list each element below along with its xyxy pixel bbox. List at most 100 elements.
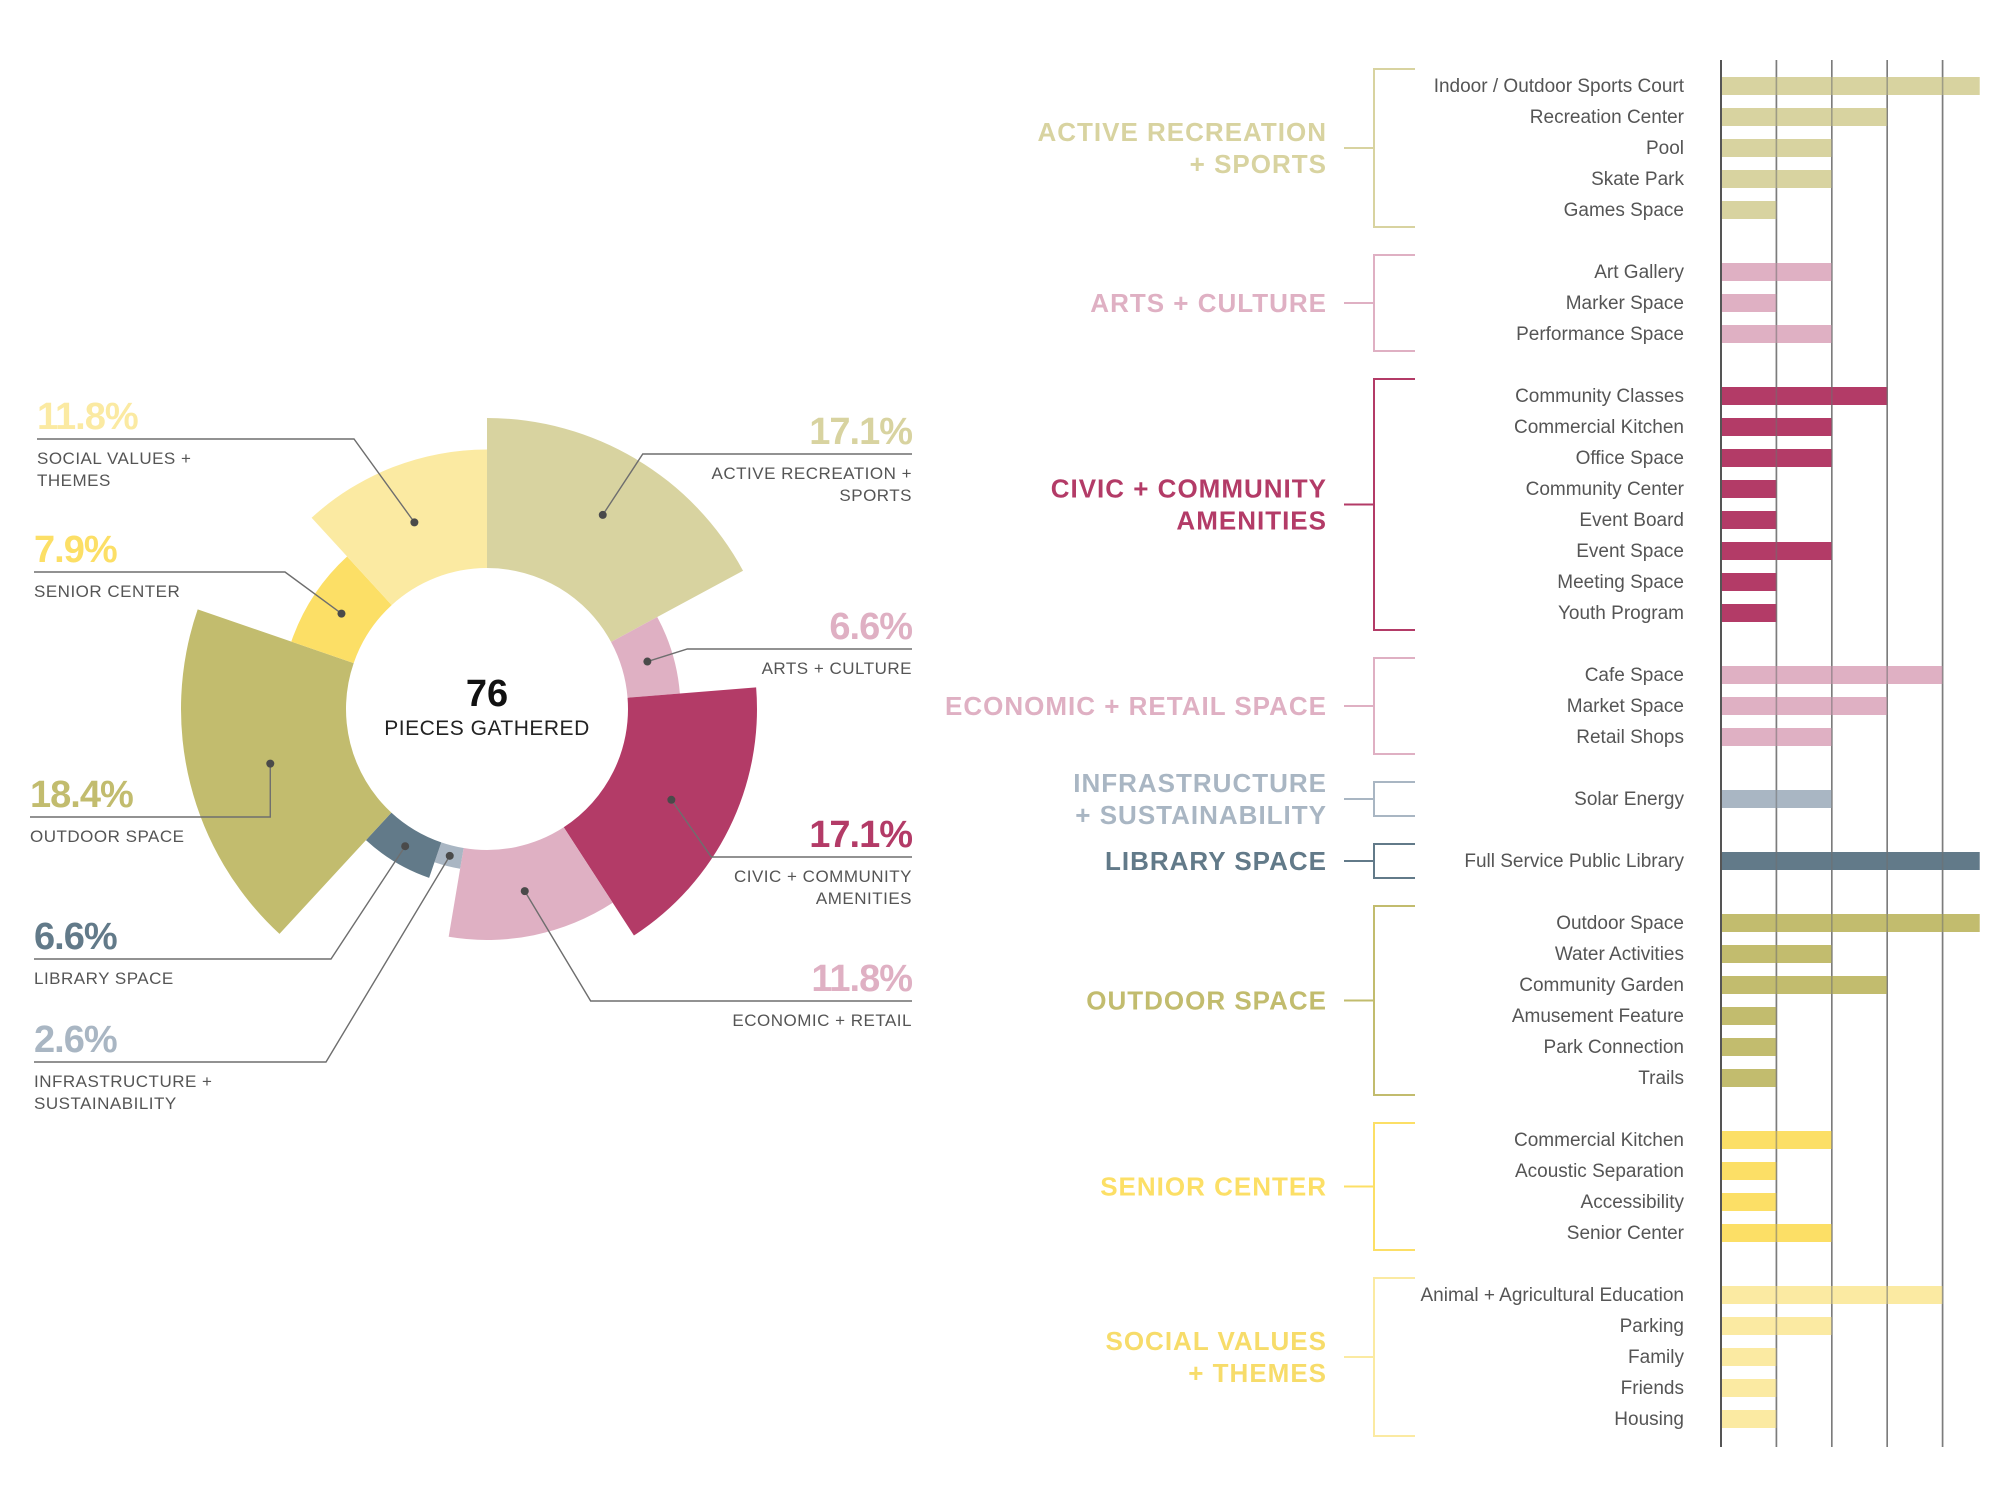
- bar-label: Event Space: [1576, 541, 1684, 562]
- bar-senior-2: [1721, 1193, 1777, 1211]
- callout-social: 11.8% SOCIAL VALUES + THEMES: [37, 396, 419, 527]
- slice-percent-economic: 11.8%: [811, 958, 912, 1000]
- bar-library-0: [1721, 852, 1980, 870]
- group-title-arts: ARTS + CULTURE: [1090, 288, 1327, 318]
- bar-label: Indoor / Outdoor Sports Court: [1434, 76, 1685, 97]
- bar-label: Community Garden: [1519, 975, 1684, 996]
- bar-outdoor-4: [1721, 1038, 1777, 1056]
- group-bracket-social: [1373, 1277, 1415, 1437]
- bar-label: Office Space: [1576, 448, 1684, 469]
- bar-label: Commercial Kitchen: [1514, 417, 1684, 438]
- slice-percent-civic: 17.1%: [809, 814, 912, 856]
- slice-label-active: SPORTS: [839, 486, 912, 505]
- bar-arts-1: [1721, 294, 1777, 312]
- leader-line-active: [602, 453, 912, 516]
- slice-label-library: LIBRARY SPACE: [34, 969, 174, 988]
- slice-percent-arts: 6.6%: [829, 606, 912, 648]
- grouped-bar-chart: Indoor / Outdoor Sports Court Recreation …: [945, 60, 1980, 1447]
- group-title-outdoor: OUTDOOR SPACE: [1086, 986, 1327, 1016]
- bar-label: Youth Program: [1558, 603, 1684, 624]
- bar-label: Trails: [1638, 1068, 1684, 1089]
- slice-percent-senior: 7.9%: [34, 529, 117, 571]
- bar-outdoor-2: [1721, 976, 1888, 994]
- leader-dot-social: [410, 518, 419, 527]
- callout-senior: 7.9% SENIOR CENTER: [34, 529, 346, 618]
- donut-slice-arts: [611, 617, 680, 698]
- slice-percent-library: 6.6%: [34, 916, 117, 958]
- bar-civic-0: [1721, 387, 1888, 405]
- donut-slice-social: [311, 449, 487, 606]
- leader-line-civic: [670, 799, 912, 858]
- bar-label: Art Gallery: [1594, 262, 1684, 283]
- callout-arts: 6.6% ARTS + CULTURE: [643, 606, 913, 678]
- group-bracket-outdoor: [1373, 905, 1415, 1096]
- slice-label-outdoor: OUTDOOR SPACE: [30, 827, 184, 846]
- slice-label-infra: INFRASTRUCTURE +: [34, 1072, 212, 1091]
- bar-active-4: [1721, 201, 1777, 219]
- bar-civic-6: [1721, 573, 1777, 591]
- bar-label: Event Board: [1579, 510, 1684, 531]
- donut-callouts: 17.1% ACTIVE RECREATION + SPORTS 6.6% ARTS +…: [30, 396, 913, 1113]
- bar-label: Water Activities: [1555, 944, 1684, 965]
- group-title-library: LIBRARY SPACE: [1105, 846, 1327, 876]
- bar-label: Marker Space: [1566, 293, 1684, 314]
- group-bracket-library: [1373, 843, 1415, 879]
- bar-label: Skate Park: [1591, 169, 1684, 190]
- donut-slice-civic: [563, 687, 757, 936]
- leader-line-outdoor: [30, 763, 271, 818]
- bar-group-economic: Cafe Space Market Space Retail Shops ECONOM…: [945, 657, 1943, 755]
- leader-dot-civic: [667, 795, 676, 804]
- leader-dot-infra: [445, 851, 454, 860]
- group-bracket-active: [1373, 68, 1415, 228]
- callout-outdoor: 18.4% OUTDOOR SPACE: [30, 759, 275, 846]
- bar-group-civic: Community Classes Commercial Kitchen Offic…: [1051, 378, 1888, 631]
- bar-group-outdoor: Outdoor Space Water Activities Community G…: [1086, 905, 1980, 1096]
- bar-label: Market Space: [1567, 696, 1684, 717]
- group-title-civic: CIVIC + COMMUNITY: [1051, 474, 1327, 504]
- bar-label: Accessibility: [1581, 1192, 1685, 1213]
- bar-active-0: [1721, 77, 1980, 95]
- bar-label: Community Center: [1526, 479, 1685, 500]
- bar-label: Acoustic Separation: [1515, 1161, 1684, 1182]
- donut-slice-active: [487, 418, 744, 642]
- bar-group-infra: Solar Energy INFRASTRUCTURE+ SUSTAINABILI…: [1073, 768, 1832, 830]
- callout-economic: 11.8% ECONOMIC + RETAIL: [520, 887, 913, 1030]
- leader-dot-economic: [520, 887, 529, 896]
- leader-line-senior: [34, 571, 342, 615]
- leader-line-economic: [524, 890, 912, 1002]
- leader-line-social: [37, 438, 415, 523]
- gridlines-overlay: [1720, 60, 1944, 1447]
- leader-line-infra: [34, 855, 451, 1063]
- group-title-economic: ECONOMIC + RETAIL SPACE: [945, 691, 1327, 721]
- slice-label-senior: SENIOR CENTER: [34, 582, 180, 601]
- polar-donut-chart: [181, 418, 757, 940]
- slice-label-social: THEMES: [37, 471, 111, 490]
- bar-label: Parking: [1620, 1316, 1684, 1337]
- group-title-social: SOCIAL VALUES: [1105, 1326, 1327, 1356]
- slice-percent-infra: 2.6%: [34, 1019, 117, 1061]
- bar-senior-1: [1721, 1162, 1777, 1180]
- slice-label-social: SOCIAL VALUES +: [37, 449, 191, 468]
- group-bracket-senior: [1373, 1122, 1415, 1251]
- callout-library: 6.6% LIBRARY SPACE: [34, 842, 410, 988]
- bar-group-active: Indoor / Outdoor Sports Court Recreation …: [1037, 68, 1980, 228]
- bar-label: Recreation Center: [1530, 107, 1685, 128]
- center-total-value: 76: [466, 673, 508, 715]
- slice-percent-active: 17.1%: [809, 411, 912, 453]
- leader-line-arts: [647, 648, 912, 663]
- slice-label-active: ACTIVE RECREATION +: [712, 464, 912, 483]
- callout-infra: 2.6% INFRASTRUCTURE + SUSTAINABILITY: [34, 851, 454, 1113]
- bar-label: Pool: [1646, 138, 1684, 159]
- callout-civic: 17.1% CIVIC + COMMUNITY AMENITIES: [667, 795, 913, 908]
- slice-label-infra: SUSTAINABILITY: [34, 1094, 177, 1113]
- slice-label-civic: CIVIC + COMMUNITY: [734, 867, 912, 886]
- callout-active: 17.1% ACTIVE RECREATION + SPORTS: [598, 411, 913, 519]
- bar-label: Retail Shops: [1576, 727, 1684, 748]
- group-title-civic: AMENITIES: [1176, 506, 1327, 536]
- bar-group-social: Animal + Agricultural Education Parking Fa…: [1105, 1277, 1943, 1437]
- bar-label: Housing: [1614, 1409, 1684, 1430]
- bar-group-arts: Art Gallery Marker Space Performance Space…: [1090, 254, 1832, 352]
- bar-label: Games Space: [1564, 200, 1684, 221]
- bar-social-4: [1721, 1410, 1777, 1428]
- leader-line-library: [34, 845, 406, 960]
